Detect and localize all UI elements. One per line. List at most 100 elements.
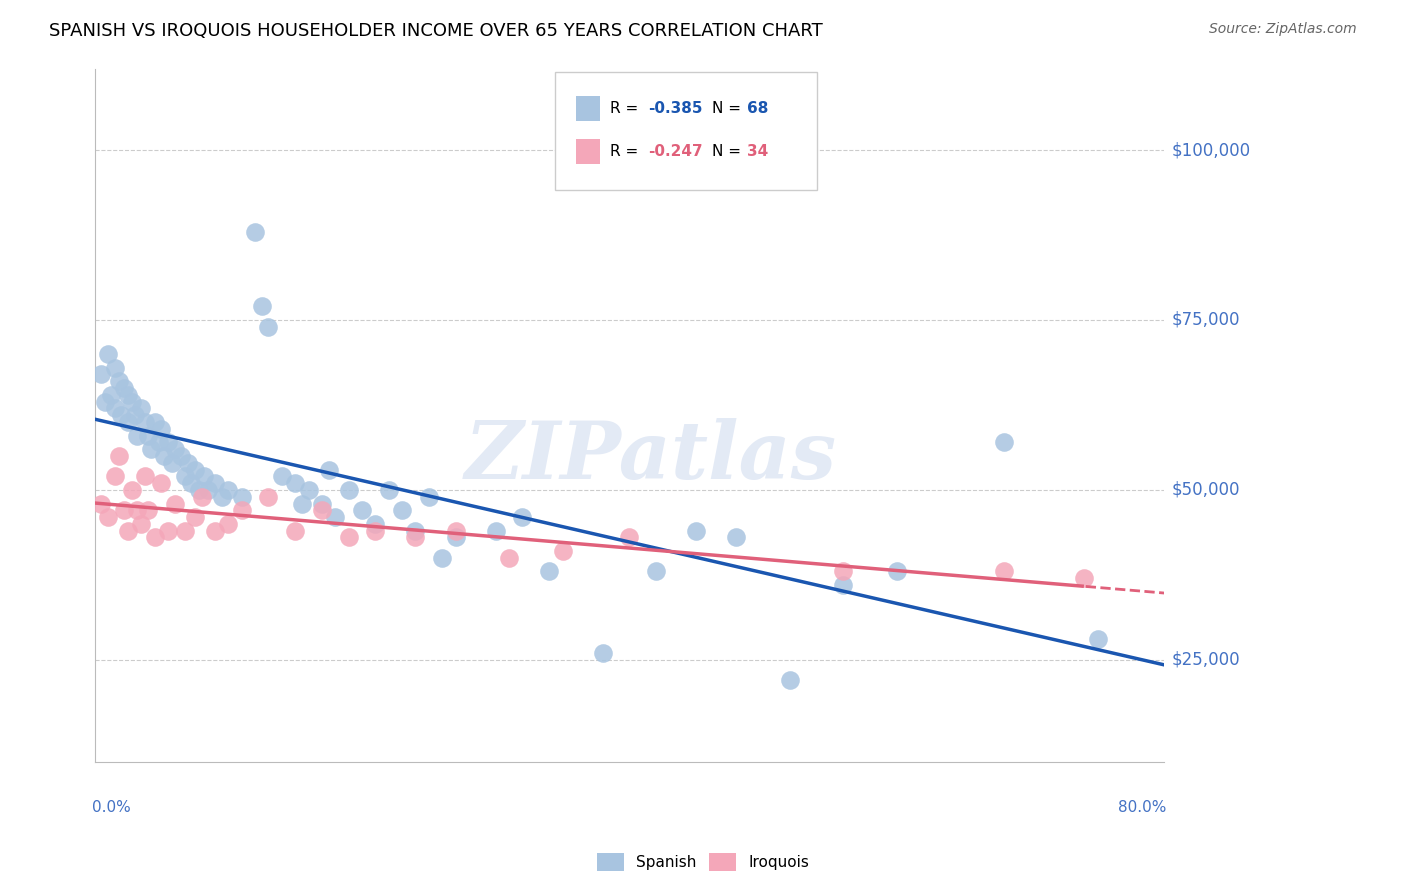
- Point: [197, 483, 219, 497]
- Point: [444, 524, 467, 538]
- Point: [134, 415, 156, 429]
- Point: [150, 476, 173, 491]
- Text: 80.0%: 80.0%: [1118, 800, 1167, 815]
- Point: [107, 374, 129, 388]
- Point: [250, 300, 273, 314]
- Point: [297, 483, 319, 497]
- Point: [107, 449, 129, 463]
- Point: [538, 565, 561, 579]
- Text: Source: ZipAtlas.com: Source: ZipAtlas.com: [1209, 22, 1357, 37]
- Text: N =: N =: [711, 145, 745, 159]
- Point: [153, 449, 176, 463]
- Point: [418, 490, 440, 504]
- Point: [311, 503, 333, 517]
- Point: [143, 531, 166, 545]
- FancyBboxPatch shape: [576, 96, 599, 121]
- FancyBboxPatch shape: [554, 72, 817, 190]
- Point: [832, 578, 855, 592]
- Point: [337, 483, 360, 497]
- Point: [163, 496, 186, 510]
- Point: [391, 503, 413, 517]
- Point: [127, 503, 149, 517]
- Point: [364, 524, 387, 538]
- Point: [551, 544, 574, 558]
- Point: [148, 435, 170, 450]
- Point: [174, 524, 197, 538]
- Point: [127, 428, 149, 442]
- Text: $50,000: $50,000: [1171, 481, 1240, 499]
- Point: [779, 673, 801, 688]
- Text: 68: 68: [747, 101, 769, 116]
- Point: [337, 531, 360, 545]
- Point: [136, 503, 159, 517]
- Point: [157, 435, 180, 450]
- Point: [1087, 632, 1109, 647]
- Point: [117, 524, 139, 538]
- Point: [405, 531, 427, 545]
- Point: [886, 565, 908, 579]
- Point: [231, 503, 253, 517]
- Point: [187, 483, 209, 497]
- Point: [364, 516, 387, 531]
- Point: [1073, 571, 1095, 585]
- Point: [284, 524, 307, 538]
- Point: [993, 565, 1015, 579]
- Point: [134, 469, 156, 483]
- Point: [103, 469, 125, 483]
- Point: [405, 524, 427, 538]
- Point: [257, 490, 280, 504]
- Point: [112, 503, 135, 517]
- Text: N =: N =: [711, 101, 745, 116]
- Point: [121, 394, 143, 409]
- Point: [257, 319, 280, 334]
- Point: [97, 510, 120, 524]
- Point: [174, 469, 197, 483]
- Point: [498, 550, 520, 565]
- Point: [157, 524, 180, 538]
- Point: [377, 483, 399, 497]
- Point: [112, 381, 135, 395]
- Point: [311, 496, 333, 510]
- Point: [139, 442, 162, 457]
- Point: [163, 442, 186, 457]
- Point: [160, 456, 183, 470]
- Point: [512, 510, 534, 524]
- Point: [97, 347, 120, 361]
- FancyBboxPatch shape: [576, 139, 599, 164]
- Point: [993, 435, 1015, 450]
- Point: [136, 428, 159, 442]
- Point: [180, 476, 202, 491]
- Point: [217, 516, 239, 531]
- Point: [204, 476, 226, 491]
- Text: SPANISH VS IROQUOIS HOUSEHOLDER INCOME OVER 65 YEARS CORRELATION CHART: SPANISH VS IROQUOIS HOUSEHOLDER INCOME O…: [49, 22, 823, 40]
- Point: [124, 408, 146, 422]
- Point: [284, 476, 307, 491]
- Point: [117, 415, 139, 429]
- Text: $75,000: $75,000: [1171, 311, 1240, 329]
- Point: [90, 496, 112, 510]
- Point: [90, 368, 112, 382]
- Point: [170, 449, 193, 463]
- Point: [432, 550, 454, 565]
- Point: [725, 531, 748, 545]
- Point: [177, 456, 200, 470]
- Text: ZIPatlas: ZIPatlas: [465, 418, 837, 495]
- Point: [110, 408, 132, 422]
- Legend: Spanish, Iroquois: Spanish, Iroquois: [591, 847, 815, 877]
- Point: [204, 524, 226, 538]
- Point: [103, 401, 125, 416]
- Text: -0.247: -0.247: [648, 145, 703, 159]
- Point: [350, 503, 373, 517]
- Point: [211, 490, 233, 504]
- Point: [131, 401, 153, 416]
- Point: [592, 646, 614, 660]
- Point: [143, 415, 166, 429]
- Text: -0.385: -0.385: [648, 101, 702, 116]
- Text: $100,000: $100,000: [1171, 141, 1250, 159]
- Point: [645, 565, 668, 579]
- Point: [193, 469, 215, 483]
- Point: [318, 462, 340, 476]
- Point: [832, 565, 855, 579]
- Point: [444, 531, 467, 545]
- Point: [184, 462, 207, 476]
